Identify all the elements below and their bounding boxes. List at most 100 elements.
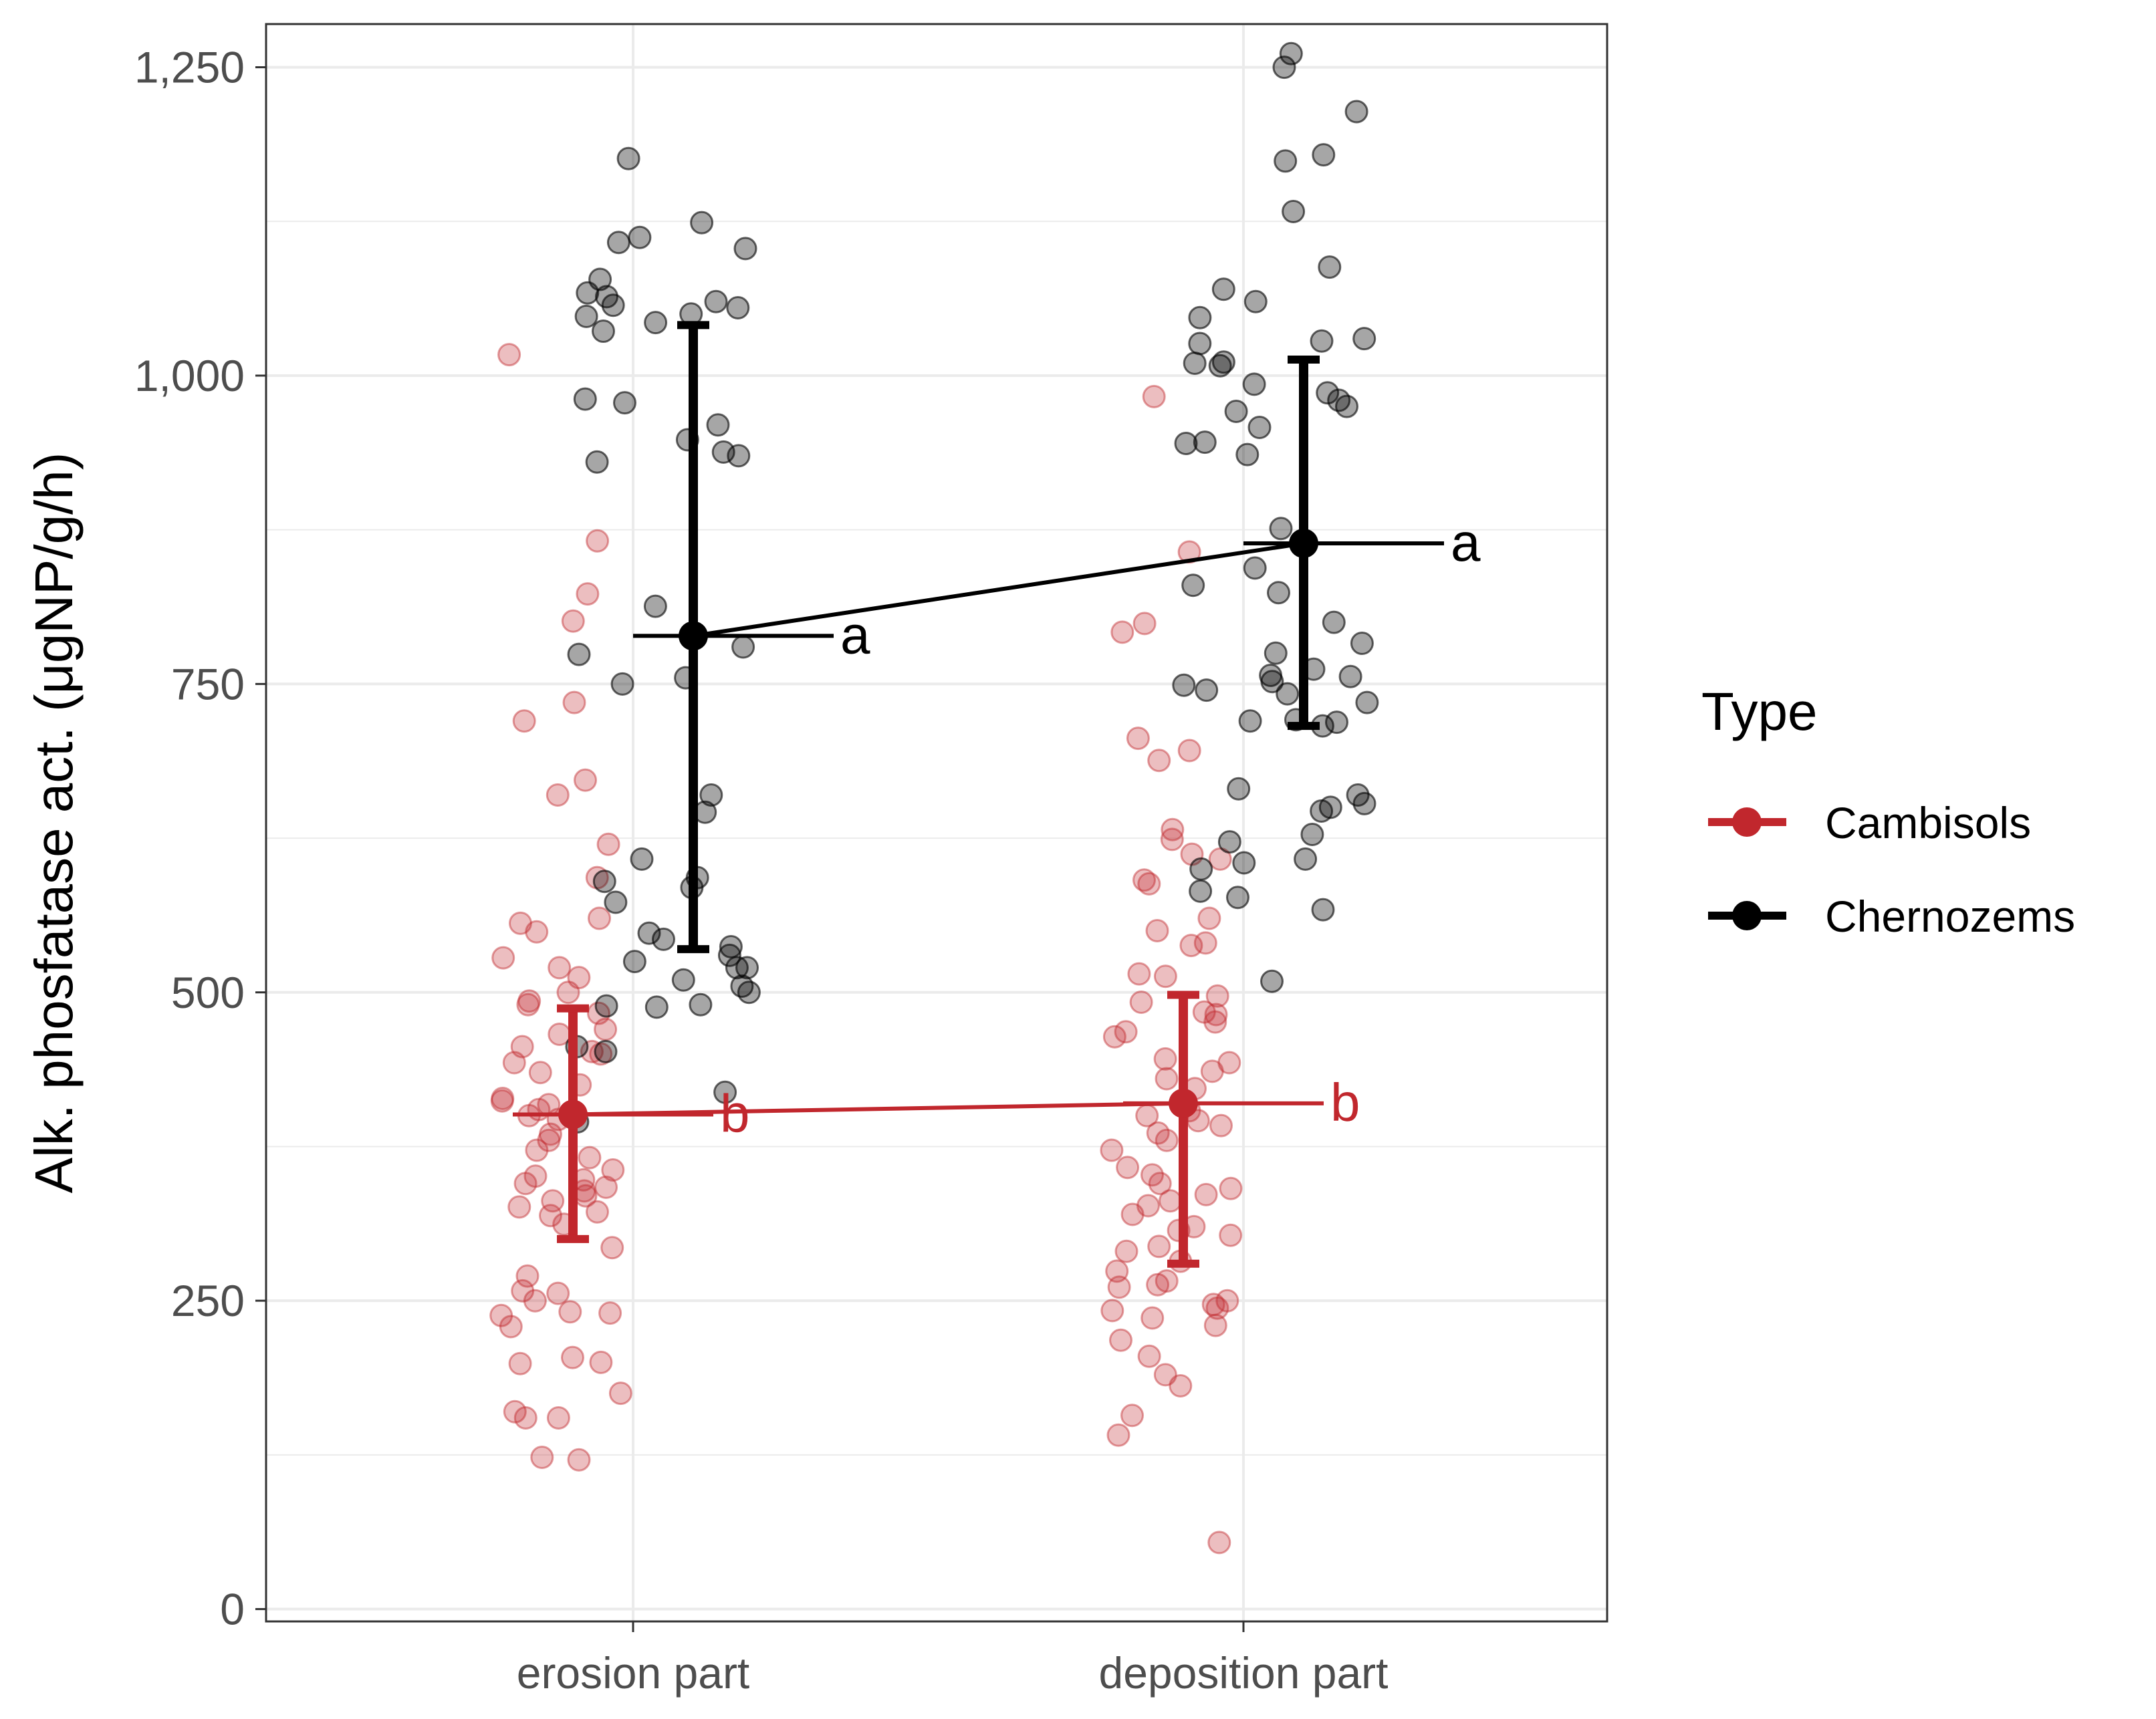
data-point-chernozems (652, 927, 675, 951)
data-point-chernozems (733, 237, 757, 261)
plot-panel-border (265, 23, 1608, 1623)
data-point-cambisols (1102, 1025, 1126, 1049)
data-point-chernozems (1310, 329, 1334, 353)
data-point-cambisols (541, 1189, 565, 1213)
data-point-chernozems (731, 635, 755, 659)
data-point-chernozems (594, 994, 618, 1018)
data-point-chernozems (1188, 305, 1212, 329)
data-point-cambisols (537, 1128, 561, 1152)
data-point-chernozems (1310, 799, 1334, 823)
data-point-chernozems (1282, 200, 1306, 223)
data-point-chernozems (671, 968, 695, 992)
data-point-cambisols (1146, 1121, 1170, 1145)
data-point-cambisols (507, 1195, 531, 1219)
data-point-cambisols (556, 980, 580, 1005)
significance-letter-cambisols: b (720, 1083, 750, 1143)
data-point-chernozems (689, 993, 713, 1017)
data-point-cambisols (511, 1279, 535, 1303)
data-point-cambisols (1141, 1306, 1165, 1330)
data-point-cambisols (515, 1264, 540, 1288)
data-point-chernozems (573, 387, 597, 411)
data-point-cambisols (1177, 739, 1201, 763)
data-point-chernozems (1338, 664, 1362, 688)
data-point-cambisols (1217, 1051, 1241, 1075)
mean-point-cambisols (1169, 1088, 1198, 1118)
data-point-cambisols (1109, 1328, 1132, 1352)
data-point-cambisols (546, 1406, 570, 1430)
data-point-cambisols (1203, 1010, 1227, 1034)
y-tick-label: 500 (171, 968, 245, 1017)
data-point-chernozems (567, 642, 591, 666)
legend-title: Type (1701, 682, 1817, 741)
data-point-chernozems (610, 672, 634, 696)
data-point-cambisols (1201, 1293, 1225, 1317)
data-point-cambisols (561, 1345, 584, 1369)
data-point-cambisols (1204, 1003, 1228, 1027)
data-point-cambisols (1219, 1223, 1243, 1247)
data-point-chernozems (1269, 517, 1293, 541)
data-point-chernozems (1224, 400, 1248, 423)
data-point-chernozems (1355, 690, 1379, 714)
data-point-chernozems (1344, 100, 1368, 124)
data-point-cambisols (594, 1017, 618, 1041)
data-point-chernozems (1195, 678, 1219, 702)
data-point-cambisols (1107, 1275, 1131, 1299)
data-point-cambisols (1145, 919, 1169, 942)
data-point-chernozems (1238, 709, 1262, 733)
data-point-cambisols (516, 993, 540, 1017)
data-point-chernozems (1335, 394, 1358, 418)
data-point-chernozems (725, 956, 749, 980)
data-point-cambisols (1120, 1202, 1145, 1226)
data-point-cambisols (596, 832, 620, 856)
data-point-cambisols (491, 946, 515, 970)
data-point-chernozems (1189, 857, 1213, 881)
x-tick-label: erosion part (517, 1648, 750, 1698)
data-point-chernozems (630, 847, 654, 871)
x-tick-label: deposition part (1099, 1648, 1389, 1698)
data-point-cambisols (539, 1122, 562, 1146)
data-point-chernozems (594, 1039, 618, 1063)
data-point-chernozems (1312, 143, 1336, 167)
data-point-chernozems (613, 391, 636, 415)
data-point-chernozems (1274, 149, 1298, 173)
data-point-cambisols (1205, 1296, 1229, 1320)
data-point-cambisols (1110, 620, 1134, 644)
data-point-chernozems (1208, 354, 1232, 378)
data-point-chernozems (1188, 332, 1212, 356)
data-point-chernozems (1267, 581, 1290, 605)
data-point-chernozems (1226, 886, 1249, 910)
data-point-chernozems (1325, 710, 1348, 735)
data-point-cambisols (1120, 1404, 1144, 1428)
data-point-chernozems (1352, 791, 1376, 815)
data-point-chernozems (719, 935, 743, 958)
data-point-cambisols (1142, 384, 1166, 408)
data-point-cambisols (1141, 1163, 1164, 1187)
legend-key-point-chernozems (1732, 901, 1762, 930)
data-point-chernozems (1227, 777, 1251, 801)
mean-point-chernozems (1289, 528, 1318, 558)
data-point-cambisols (1147, 1234, 1171, 1259)
data-point-chernozems (1260, 670, 1284, 694)
data-point-cambisols (598, 1301, 622, 1325)
data-point-cambisols (513, 1406, 537, 1430)
data-point-chernozems (1243, 289, 1268, 313)
mean-point-cambisols (558, 1099, 588, 1130)
data-point-cambisols (508, 1351, 532, 1375)
data-point-chernozems (628, 225, 652, 249)
data-point-chernozems (737, 980, 761, 1005)
mean-point-chernozems (679, 621, 708, 651)
data-point-chernozems (1247, 416, 1272, 439)
data-point-cambisols (608, 1381, 632, 1406)
data-point-cambisols (1114, 1020, 1138, 1044)
data-point-cambisols (1194, 1182, 1218, 1206)
data-point-cambisols (1205, 984, 1229, 1008)
data-point-chernozems (1279, 41, 1303, 65)
data-point-chernozems (585, 450, 609, 474)
data-point-chernozems (592, 319, 615, 343)
data-point-chernozems (576, 281, 600, 305)
data-point-cambisols (589, 1350, 613, 1374)
data-point-chernozems (1276, 682, 1300, 706)
y-axis-title: Alk. phosfatase act. (μgNP/g/h) (24, 452, 84, 1194)
data-point-cambisols (1116, 1156, 1140, 1180)
data-point-cambisols (1100, 1138, 1124, 1162)
